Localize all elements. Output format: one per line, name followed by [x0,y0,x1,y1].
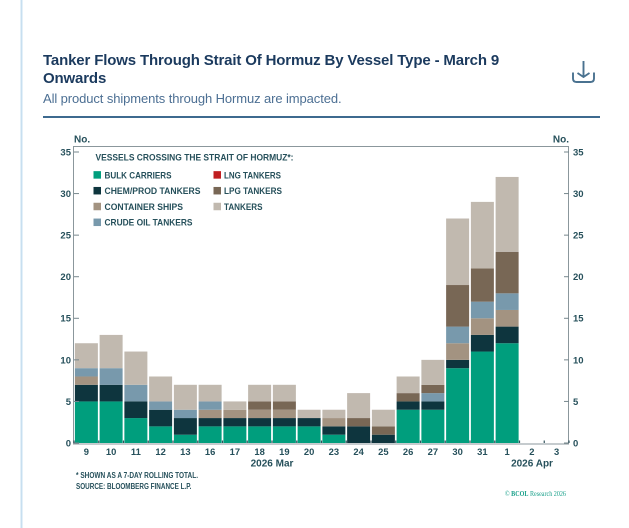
svg-text:10: 10 [60,355,71,366]
svg-text:No.: No. [553,135,569,146]
svg-text:SOURCE: BLOOMBERG FINANCE L.P.: SOURCE: BLOOMBERG FINANCE L.P. [76,482,191,491]
svg-text:CHEM/PROD TANKERS: CHEM/PROD TANKERS [105,185,201,196]
svg-text:15: 15 [573,314,584,325]
svg-text:19: 19 [279,446,289,457]
svg-text:5: 5 [66,397,72,408]
svg-text:LPG TANKERS: LPG TANKERS [224,185,282,196]
svg-text:20: 20 [304,446,314,457]
svg-text:30: 30 [60,189,71,200]
svg-text:17: 17 [230,446,240,457]
svg-text:26: 26 [403,446,413,457]
svg-text:CONTAINER SHIPS: CONTAINER SHIPS [105,201,184,212]
svg-text:25: 25 [573,231,584,242]
svg-text:11: 11 [131,446,141,457]
svg-text:20: 20 [60,272,71,283]
svg-text:16: 16 [205,446,215,457]
svg-text:35: 35 [60,147,71,158]
svg-text:9: 9 [84,446,89,457]
svg-text:24: 24 [353,446,364,457]
svg-text:13: 13 [180,446,190,457]
svg-text:23: 23 [329,446,339,457]
svg-text:1: 1 [505,446,510,457]
svg-text:3: 3 [554,446,559,457]
svg-text:* SHOWN AS A 7-DAY ROLLING TOT: * SHOWN AS A 7-DAY ROLLING TOTAL. [76,471,198,480]
svg-text:2026 Apr: 2026 Apr [511,459,553,470]
svg-text:CRUDE OIL TANKERS: CRUDE OIL TANKERS [105,217,193,228]
svg-text:27: 27 [428,446,438,457]
svg-text:25: 25 [378,446,388,457]
svg-text:35: 35 [573,147,584,158]
svg-text:12: 12 [155,446,165,457]
svg-text:31: 31 [477,446,487,457]
svg-text:BULK CARRIERS: BULK CARRIERS [105,169,172,180]
svg-text:VESSELS CROSSING THE STRAIT OF: VESSELS CROSSING THE STRAIT OF HORMUZ*: [96,152,294,163]
svg-text:15: 15 [60,314,71,325]
svg-text:TANKERS: TANKERS [224,201,263,212]
svg-text:LNG TANKERS: LNG TANKERS [224,169,281,180]
svg-text:10: 10 [573,355,584,366]
svg-text:© BCOL Research 2026: © BCOL Research 2026 [505,489,566,498]
svg-text:30: 30 [573,189,584,200]
svg-text:No.: No. [74,135,90,146]
svg-text:0: 0 [573,438,578,449]
svg-text:10: 10 [106,446,116,457]
svg-text:2026 Mar: 2026 Mar [251,459,294,470]
svg-text:18: 18 [254,446,264,457]
svg-text:5: 5 [573,397,579,408]
svg-text:30: 30 [452,446,462,457]
svg-text:2: 2 [529,446,534,457]
svg-text:20: 20 [573,272,584,283]
svg-text:0: 0 [66,438,71,449]
svg-text:25: 25 [60,231,71,242]
